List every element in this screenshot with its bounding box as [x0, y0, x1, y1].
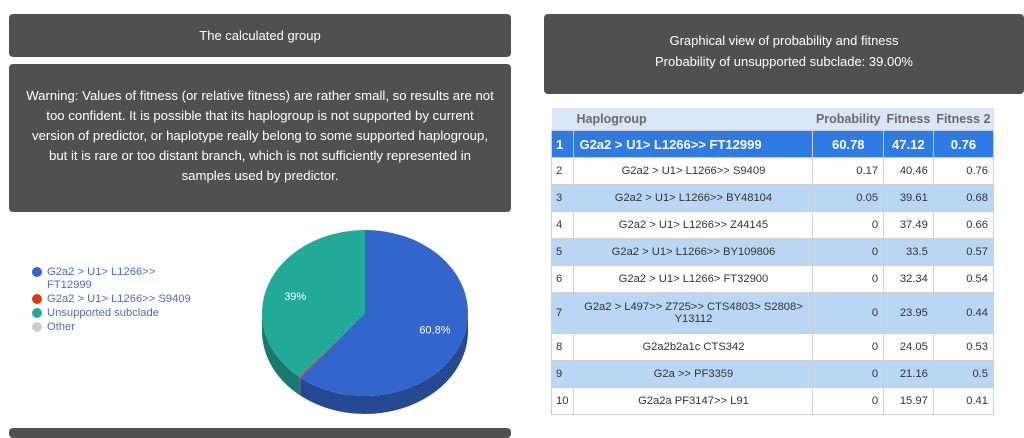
- table-row[interactable]: 8 G2a2b2a1c CTS342 0 24.05 0.53: [550, 333, 995, 361]
- fitness-cell: 21.16: [883, 360, 934, 388]
- fitness-cell: 37.49: [883, 211, 934, 239]
- fitness2-cell: 0.76: [932, 130, 995, 158]
- legend-label: G2a2 > U1> L1266>> FT12999: [47, 266, 156, 291]
- haplogroup-cell: G2a2 > U1> L1266>> BY48104: [573, 184, 814, 212]
- fitness2-cell: 0.53: [932, 333, 995, 361]
- fitness2-cell: 0.57: [932, 238, 995, 266]
- row-index: 8: [550, 333, 575, 361]
- legend-label: G2a2 > U1> L1266>> S9409: [47, 293, 191, 305]
- fitness2-cell: 0.41: [932, 387, 995, 415]
- table-row[interactable]: 7 G2a2 > L497>> Z725>> CTS4803> S2808> Y1…: [550, 292, 995, 334]
- pie-slice-label: 60.8%: [419, 325, 450, 337]
- haplogroup-cell: G2a2a PF3147>> L91: [573, 387, 814, 415]
- pie-slice-label: 39%: [284, 291, 306, 303]
- probability-cell: 60.78: [812, 130, 885, 158]
- row-index: 6: [550, 265, 575, 293]
- fitness-cell: 33.5: [883, 238, 934, 266]
- fitness-cell: 15.97: [883, 387, 934, 415]
- warning-message: Warning: Values of fitness (or relative …: [9, 64, 511, 212]
- graph-header: Graphical view of probability and fitnes…: [544, 14, 1024, 94]
- fitness2-cell: 0.68: [932, 184, 995, 212]
- legend-dot-icon: [32, 267, 42, 277]
- pie-slice-side: [299, 376, 301, 396]
- table-row[interactable]: 5 G2a2 > U1> L1266>> BY109806 0 33.5 0.57: [550, 238, 995, 266]
- row-index: 10: [550, 387, 575, 415]
- fitness-cell: 24.05: [883, 333, 934, 361]
- haplogroup-cell: G2a2 > U1> L1266> FT32900: [573, 265, 814, 293]
- col-fitness[interactable]: Fitness: [883, 108, 934, 131]
- pie-slice-side: [300, 313, 468, 414]
- table-row[interactable]: 6 G2a2 > U1> L1266> FT32900 0 32.34 0.54: [550, 265, 995, 293]
- probability-cell: 0: [812, 238, 885, 266]
- table-row[interactable]: 2 G2a2 > U1> L1266>> S9409 0.17 40.46 0.76: [550, 157, 995, 185]
- table-row[interactable]: 3 G2a2 > U1> L1266>> BY48104 0.05 39.61 0.68: [550, 184, 995, 212]
- fitness-cell: 39.61: [883, 184, 934, 212]
- legend-item[interactable]: Other: [32, 321, 197, 334]
- pie-slice[interactable]: [299, 313, 365, 378]
- pie-slice[interactable]: [300, 230, 469, 396]
- row-index: 3: [550, 184, 575, 212]
- haplogroup-cell: G2a2b2a1c CTS342: [573, 333, 814, 361]
- probability-cell: 0: [812, 292, 885, 334]
- graph-title: Graphical view of probability and fitnes…: [669, 33, 899, 48]
- haplogroup-cell: G2a2 > U1> L1266>> FT12999: [573, 130, 814, 158]
- row-index: 1: [550, 130, 575, 158]
- fitness2-cell: 0.5: [932, 360, 995, 388]
- haplogroup-cell: G2a2 > U1> L1266>> Z44145: [573, 211, 814, 239]
- probability-cell: 0: [812, 387, 885, 415]
- unsupported-probability: Probability of unsupported subclade: 39.…: [654, 54, 913, 69]
- fitness2-cell: 0.54: [932, 265, 995, 293]
- probability-cell: 0.05: [812, 184, 885, 212]
- row-index: 5: [550, 238, 575, 266]
- haplogroup-cell: G2a >> PF3359: [573, 360, 814, 388]
- row-index: 9: [550, 360, 575, 388]
- fitness2-cell: 0.44: [932, 292, 995, 334]
- pie-slice[interactable]: [262, 230, 365, 377]
- pie-legend: G2a2 > U1> L1266>> FT12999 G2a2 > U1> L1…: [32, 266, 197, 335]
- table-row[interactable]: 10 G2a2a PF3147>> L91 0 15.97 0.41: [550, 387, 995, 415]
- col-fitness2[interactable]: Fitness 2: [933, 108, 994, 131]
- table-header-row: Haplogroup Probability Fitness Fitness 2: [551, 108, 994, 131]
- probability-cell: 0.17: [812, 157, 885, 185]
- haplogroup-cell: G2a2 > L497>> Z725>> CTS4803> S2808> Y13…: [573, 292, 814, 334]
- probability-cell: 0: [812, 265, 885, 293]
- probability-cell: 0: [812, 211, 885, 239]
- row-index: 4: [550, 211, 575, 239]
- bottom-panel: [9, 428, 511, 438]
- haplogroup-cell: G2a2 > U1> L1266>> BY109806: [573, 238, 814, 266]
- legend-dot-icon: [32, 294, 42, 304]
- legend-dot-icon: [32, 308, 42, 318]
- row-index: 2: [550, 157, 575, 185]
- calculated-group-header: The calculated group: [9, 14, 511, 57]
- probability-cell: 0: [812, 333, 885, 361]
- col-probability[interactable]: Probability: [812, 108, 884, 131]
- haplogroup-cell: G2a2 > U1> L1266>> S9409: [573, 157, 814, 185]
- legend-item[interactable]: G2a2 > U1> L1266>> S9409: [32, 293, 197, 306]
- fitness-cell: 40.46: [883, 157, 934, 185]
- legend-dot-icon: [32, 322, 42, 332]
- legend-label: Other: [47, 321, 75, 333]
- fitness-cell: 23.95: [883, 292, 934, 334]
- table-row[interactable]: 9 G2a >> PF3359 0 21.16 0.5: [550, 360, 995, 388]
- legend-item[interactable]: G2a2 > U1> L1266>> FT12999: [32, 266, 197, 292]
- fitness-cell: 32.34: [883, 265, 934, 293]
- fitness2-cell: 0.66: [932, 211, 995, 239]
- row-index: 7: [550, 292, 575, 334]
- table-row[interactable]: 4 G2a2 > U1> L1266>> Z44145 0 37.49 0.66: [550, 211, 995, 239]
- col-haplogroup[interactable]: Haplogroup: [551, 108, 813, 131]
- table-row[interactable]: 1 G2a2 > U1> L1266>> FT12999 60.78 47.12 0.7…: [550, 130, 995, 158]
- probability-pie-chart[interactable]: 60.8% 39%: [255, 225, 475, 425]
- fitness-cell: 47.12: [883, 130, 934, 158]
- fitness2-cell: 0.76: [932, 157, 995, 185]
- haplogroup-table: Haplogroup Probability Fitness Fitness 2…: [550, 108, 995, 415]
- legend-item[interactable]: Unsupported subclade: [32, 307, 197, 320]
- legend-label: Unsupported subclade: [47, 307, 159, 319]
- probability-cell: 0: [812, 360, 885, 388]
- pie-slice-side: [262, 313, 300, 395]
